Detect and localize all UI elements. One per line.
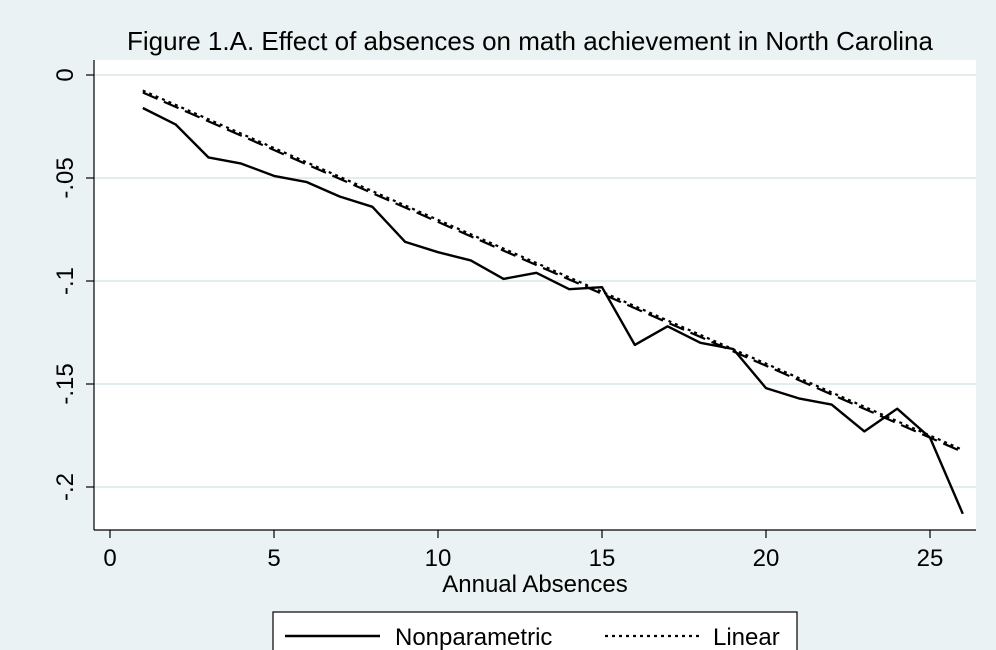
- y-tick-label: -.2: [52, 473, 79, 501]
- x-tick-label: 10: [425, 545, 452, 572]
- x-tick-label: 20: [753, 545, 780, 572]
- x-tick-label: 15: [589, 545, 616, 572]
- y-tick-label: -.05: [52, 157, 79, 198]
- legend-label-linear: Linear: [713, 624, 780, 650]
- y-tick-label: -.1: [52, 267, 79, 295]
- y-axis: 0 -.05 -.1 -.15 -.2: [52, 60, 95, 530]
- plot-area: [94, 60, 976, 530]
- y-tick-label: 0: [52, 68, 79, 81]
- x-tick-label: 0: [103, 545, 116, 572]
- series-line-nonparametric: [142, 106, 964, 515]
- gridlines: [94, 74, 976, 488]
- chart-title: Figure 1.A. Effect of absences on math a…: [127, 26, 933, 56]
- series-line-fitted-2: [142, 91, 964, 454]
- legend-box: [272, 611, 798, 650]
- y-tick-label: -.15: [52, 363, 79, 404]
- x-axis-title: Annual Absences: [442, 571, 627, 598]
- series-line-linear: [142, 89, 964, 451]
- series-lines: [142, 89, 964, 515]
- x-axis: 0 5 10 15 20 25: [94, 529, 976, 572]
- legend: Nonparametric Linear: [272, 611, 798, 650]
- x-tick-label: 25: [917, 545, 944, 572]
- x-tick-label: 5: [267, 545, 280, 572]
- legend-label-nonparametric: Nonparametric: [395, 624, 552, 650]
